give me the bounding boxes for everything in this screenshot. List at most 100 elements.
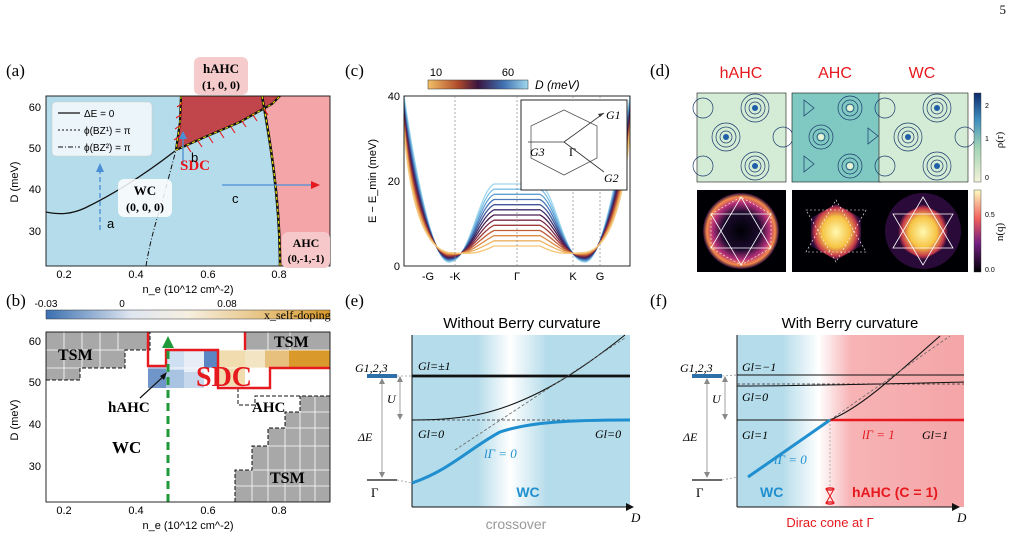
panel-label-c: (c)	[345, 61, 364, 80]
panel-label-d: (d)	[650, 61, 670, 80]
b-hahc-pointer	[139, 374, 166, 399]
f-dE: ΔE	[682, 430, 698, 444]
a-xtick-0.4: 0.4	[128, 269, 143, 281]
a-ytick-50: 50	[29, 143, 41, 155]
b-ytick-60: 60	[29, 336, 41, 348]
e-gamma: Γ	[371, 485, 379, 500]
tsm-top-right	[245, 332, 330, 350]
legend-phi-bz1: ϕ(BZ¹) = π	[84, 126, 131, 137]
e-crossover: crossover	[486, 516, 547, 532]
c-xtick-G: G	[596, 271, 605, 283]
hahc-hatching	[173, 102, 269, 153]
b-tsm-boundary	[46, 332, 151, 381]
wc-chern-a: (0, 0, 0)	[126, 200, 164, 214]
e-title: Without Berry curvature	[443, 315, 601, 332]
f-hahc: hAHC (C = 1)	[852, 484, 938, 500]
panel-label-a: (a)	[6, 61, 25, 80]
f-wc: WC	[760, 484, 783, 500]
c-inset-g1: G1	[606, 108, 621, 122]
momentum-map-ahc	[792, 190, 881, 272]
b-xtick-0.2: 0.2	[56, 505, 71, 517]
f-xaxis: D	[956, 510, 967, 525]
c-cb-tick-60: 60	[502, 67, 514, 79]
band-curve	[404, 125, 630, 255]
d-top-cb-0: 0	[985, 175, 989, 182]
e-wc: WC	[516, 484, 539, 500]
d-top-cb-label: ρ(r)	[994, 131, 1006, 148]
panel-label-e: (e)	[345, 291, 364, 310]
f-g123: G1,2,3	[680, 361, 713, 375]
a-xtick-0.8: 0.8	[271, 269, 286, 281]
b-cb-tick-min: -0.03	[35, 299, 58, 310]
f-dirac: Dirac cone at Γ	[786, 515, 873, 530]
panel-e: Without Berry curvature D G1,2,3 Γ U ΔE …	[355, 315, 641, 532]
b-ytick-30: 30	[29, 461, 41, 473]
wc-label-a: WC	[134, 183, 156, 198]
d-top-colorbar	[973, 92, 982, 183]
b-cb-label: x_self-doping	[264, 308, 331, 322]
page-number: 5	[999, 2, 1007, 17]
ahc-boundary-line	[260, 96, 282, 266]
d-bot-cb-05: 0.5	[985, 212, 995, 219]
d-bot-cb-00: 0.0	[985, 267, 995, 274]
panel-d: hAHC AHC WC	[692, 65, 1006, 274]
arrow-a-label: a	[107, 216, 115, 231]
density-map-hahc	[692, 92, 794, 183]
c-ylabel: E − E_min (meV)	[367, 139, 379, 223]
dirac-cone-icon	[825, 488, 835, 504]
tsm-right	[235, 396, 330, 502]
b-ytick-40: 40	[29, 419, 41, 431]
c-cb-label: D (meV)	[535, 78, 580, 92]
f-g1-left: Gl=1	[742, 428, 768, 442]
panel-a: ΔE = 0 ϕ(BZ¹) = π ϕ(BZ²) = π hAHC (1, 0,…	[9, 57, 331, 296]
c-inset-g2: G2	[604, 171, 619, 185]
d-col-hahc: hAHC	[720, 65, 763, 82]
d-bot-cb-label: n(q)	[994, 223, 1006, 242]
sdc-label-a: SDC	[180, 158, 210, 174]
d-top-cb-2: 2	[985, 103, 989, 110]
f-title: With Berry curvature	[782, 315, 919, 332]
panel-b: -0.03 0 0.08 x_self-doping	[9, 299, 331, 532]
e-g123: G1,2,3	[355, 361, 388, 375]
delta-e-zero-line	[46, 150, 176, 215]
e-dE: ΔE	[357, 430, 373, 444]
b-hahc: hAHC	[108, 400, 150, 416]
ahc-label-a: AHC	[293, 236, 320, 250]
b-cb-tick-zero: 0	[119, 299, 125, 310]
b-colorbar	[45, 309, 331, 320]
e-g-pm1: Gl=±1	[418, 359, 451, 373]
a-xlabel: n_e (10^12 cm^-2)	[142, 284, 233, 296]
density-map-wc	[874, 92, 976, 183]
c-inset-g3: G3	[530, 145, 545, 159]
b-tsm3: TSM	[270, 470, 305, 487]
c-colorbar	[427, 79, 529, 90]
c-xtick-gamma: Γ	[514, 271, 520, 283]
b-sdc-outline	[146, 332, 330, 390]
density-map-ahc	[791, 92, 882, 183]
c-inset-bz: G1 G2 G3 Γ	[520, 99, 628, 191]
b-xtick-0.6: 0.6	[200, 505, 215, 517]
c-cb-tick-10: 10	[430, 67, 442, 79]
c-xtick-mG: -G	[422, 271, 434, 283]
d-col-wc: WC	[909, 65, 936, 82]
d-top-cb-1: 1	[985, 136, 989, 143]
b-sdc: SDC	[196, 362, 252, 393]
arrow-c-label: c	[232, 191, 239, 206]
a-ytick-30: 30	[29, 226, 41, 238]
legend-phi-bz2: ϕ(BZ²) = π	[84, 143, 131, 154]
c-ytick-40: 40	[388, 91, 400, 103]
c-inset-gamma: Γ	[569, 145, 576, 159]
e-xaxis: D	[630, 510, 641, 525]
e-U: U	[387, 392, 397, 406]
b-cb-tick-max: 0.08	[217, 299, 237, 310]
f-U: U	[712, 392, 722, 406]
c-ytick-20: 20	[388, 176, 400, 188]
b-wc: WC	[112, 438, 141, 457]
a-xtick-0.6: 0.6	[200, 269, 215, 281]
e-l-gamma: lΓ = 0	[484, 446, 517, 461]
band-curve	[404, 122, 630, 256]
d-col-ahc: AHC	[818, 65, 852, 82]
c-xtick-K: K	[569, 271, 577, 283]
e-g0-left: Gl=0	[418, 427, 444, 441]
